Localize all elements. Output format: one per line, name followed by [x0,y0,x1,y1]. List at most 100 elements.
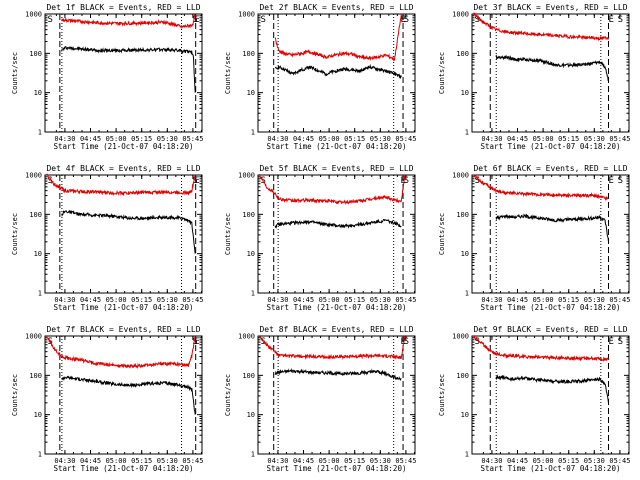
x-axis-label: Start Time (21-Oct-07 04:18:20) [267,142,407,151]
start-marker-label: S [618,337,623,347]
y-tick-label: 1000 [25,11,42,19]
start-marker-label: S [618,176,623,186]
x-tick-label: 04:45 [80,296,101,304]
y-axis-label: Counts/sec [11,374,19,416]
y-tick-label: 1 [38,129,42,137]
y-tick-label: 1000 [25,172,42,180]
y-axis-label: Counts/sec [11,213,19,255]
y-tick-label: 1000 [238,333,255,341]
chart-panel-1: Det 1f BLACK = Events, RED = LLD 1 10 100 10… [11,3,203,151]
x-tick-label: 04:30 [481,457,502,465]
y-tick-label: 1000 [452,333,469,341]
series-line-events [495,374,609,403]
x-tick-label: 05:30 [157,457,178,465]
series-line-events [495,54,609,82]
y-tick-label: 100 [29,372,42,380]
x-tick-label: 05:15 [344,457,365,465]
x-tick-label: 05:00 [533,135,554,143]
y-tick-label: 10 [247,89,255,97]
x-tick-label: 04:30 [267,296,288,304]
y-tick-label: 1 [465,290,469,298]
x-tick-label: 05:15 [131,296,152,304]
chart-panel-8: Det 8f BLACK = Events, RED = LLD 1 10 100 10… [224,325,416,473]
x-tick-label: 05:45 [395,457,416,465]
series-line-events [61,209,196,254]
end-marker-label: E [400,337,405,347]
x-tick-label: 05:30 [584,135,605,143]
x-tick-label: 05:30 [370,296,391,304]
start-marker-label: S [618,15,623,25]
plot-frame [44,13,203,133]
y-tick-label: 1000 [452,172,469,180]
start-marker-label: S [192,15,197,25]
y-tick-label: 1000 [238,172,255,180]
y-axis-label: Counts/sec [438,374,446,416]
x-axis-label: Start Time (21-Oct-07 04:18:20) [481,464,621,473]
x-tick-label: 05:15 [131,457,152,465]
x-axis-label: Start Time (21-Oct-07 04:18:20) [267,303,407,312]
panel-title: Det 2f BLACK = Events, RED = LLD [259,3,413,12]
y-axis-label: Counts/sec [224,52,232,94]
y-tick-label: 100 [242,372,255,380]
chart-panel-6: Det 6f BLACK = Events, RED = LLD 1 10 100 10… [438,164,630,312]
y-tick-label: 1 [465,129,469,137]
start-marker-label: S [48,15,53,25]
y-tick-label: 1000 [238,11,255,19]
y-tick-label: 10 [461,89,469,97]
end-marker-label: E [194,15,199,25]
x-tick-label: 05:00 [533,457,554,465]
y-tick-label: 100 [456,211,469,219]
x-tick-label: 04:45 [293,135,314,143]
x-tick-label: 04:30 [54,296,75,304]
panel-title: Det 5f BLACK = Events, RED = LLD [259,164,413,173]
series-line-lld [46,173,196,197]
start-marker-label: S [404,176,409,186]
end-marker-label: E [400,176,405,186]
end-marker-label: E [194,176,199,186]
series-line-events [274,218,402,229]
x-tick-label: 04:45 [507,457,528,465]
series-line-lld [259,174,406,205]
series-line-lld [259,335,406,361]
x-tick-label: 05:30 [370,457,391,465]
y-axis-label: Counts/sec [11,52,19,94]
series-line-lld [61,13,196,30]
x-tick-label: 04:30 [481,135,502,143]
y-tick-label: 1 [38,451,42,459]
series-line-events [275,63,402,79]
x-tick-label: 05:00 [106,457,127,465]
plot-frame [471,335,630,455]
plot-frame [257,335,416,455]
x-tick-label: 04:30 [481,296,502,304]
chart-panel-3: Det 3f BLACK = Events, RED = LLD 1 10 100 10… [438,3,630,151]
chart-panel-2: Det 2f BLACK = Events, RED = LLD 1 10 100 10… [224,3,416,151]
plot-frame [471,174,630,294]
y-tick-label: 100 [242,211,255,219]
y-tick-label: 1 [465,451,469,459]
plot-frame [257,13,416,133]
x-tick-label: 04:45 [507,135,528,143]
chart-panel-7: Det 7f BLACK = Events, RED = LLD 1 10 100 10… [11,325,203,473]
y-tick-label: 10 [34,411,42,419]
y-tick-label: 1 [251,290,255,298]
y-axis-label: Counts/sec [438,52,446,94]
x-tick-label: 04:30 [267,457,288,465]
start-marker-label: S [48,176,53,186]
x-tick-label: 05:45 [609,135,630,143]
x-tick-label: 05:30 [370,135,391,143]
y-tick-label: 100 [29,50,42,58]
series-line-lld [46,335,196,369]
x-axis-label: Start Time (21-Oct-07 04:18:20) [54,303,194,312]
x-tick-label: 05:00 [319,135,340,143]
x-tick-label: 04:30 [267,135,288,143]
start-marker-label: S [475,176,480,186]
x-tick-label: 05:45 [182,135,203,143]
start-marker-label: S [404,15,409,25]
y-axis-label: Counts/sec [438,213,446,255]
y-tick-label: 100 [456,50,469,58]
x-tick-label: 04:45 [80,135,101,143]
series-line-lld [473,11,609,42]
x-axis-label: Start Time (21-Oct-07 04:18:20) [267,464,407,473]
x-tick-label: 05:45 [395,135,416,143]
y-tick-label: 1 [38,290,42,298]
